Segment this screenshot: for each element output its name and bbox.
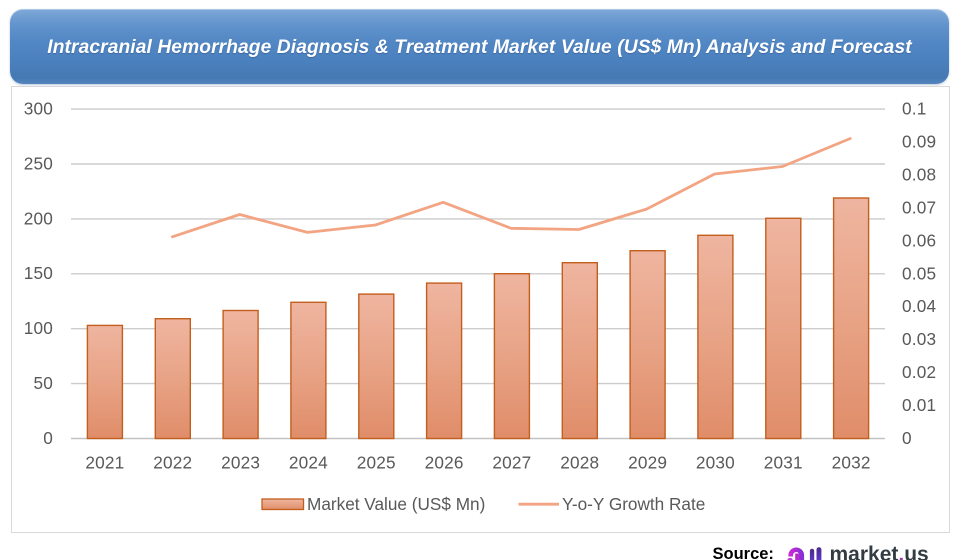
svg-text:100: 100 [24,318,53,338]
svg-text:market.us: market.us [830,543,929,560]
svg-text:300: 300 [24,99,53,119]
svg-text:2027: 2027 [492,452,531,472]
svg-text:250: 250 [24,153,53,173]
svg-text:2031: 2031 [764,452,803,472]
svg-text:0: 0 [43,428,53,448]
svg-text:2025: 2025 [357,452,396,472]
svg-text:50: 50 [33,373,53,393]
svg-text:2032: 2032 [832,452,871,472]
svg-text:Market Value (US$ Mn): Market Value (US$ Mn) [307,494,485,514]
svg-text:0.06: 0.06 [902,230,936,250]
svg-text:0.03: 0.03 [902,329,936,349]
svg-text:2026: 2026 [425,452,464,472]
svg-text:Source:: Source: [713,545,774,560]
svg-text:2021: 2021 [85,452,124,472]
svg-text:0.08: 0.08 [902,164,936,184]
svg-text:2023: 2023 [221,452,260,472]
svg-text:2024: 2024 [289,452,328,472]
svg-text:0.04: 0.04 [902,296,936,316]
svg-text:2029: 2029 [628,452,667,472]
svg-text:0.01: 0.01 [902,395,936,415]
svg-text:0.07: 0.07 [902,197,936,217]
svg-text:2030: 2030 [696,452,735,472]
svg-text:0.05: 0.05 [902,263,936,283]
svg-text:0: 0 [902,428,912,448]
svg-text:150: 150 [24,263,53,283]
svg-text:0.1: 0.1 [902,99,927,119]
svg-text:Y-o-Y Growth Rate: Y-o-Y Growth Rate [562,494,705,514]
svg-text:2022: 2022 [153,452,192,472]
svg-text:200: 200 [24,208,53,228]
svg-text:0.02: 0.02 [902,362,936,382]
svg-text:2028: 2028 [560,452,599,472]
svg-text:0.09: 0.09 [902,132,936,152]
